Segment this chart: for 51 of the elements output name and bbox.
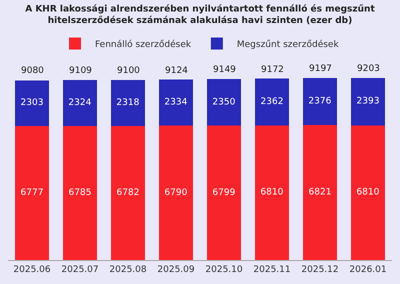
bar — [351, 125, 385, 260]
total-label: 9172 — [261, 65, 284, 75]
data-label: 2376 — [308, 96, 332, 107]
total-label: 9197 — [309, 64, 332, 74]
data-label: 6782 — [116, 188, 140, 198]
bar — [159, 126, 193, 260]
data-label: 6790 — [164, 188, 188, 198]
x-tick-label: 2026.01 — [349, 264, 387, 275]
data-label: 2350 — [212, 97, 236, 108]
x-tick-label: 2025.09 — [157, 264, 195, 275]
chart-title: A KHR lakossági alrendszerében nyilvántartott fennálló és megszűnt hitelszerződések számának alakulása havi szinten (ezer db) — [25, 3, 376, 26]
data-label: 6785 — [68, 188, 92, 198]
x-tick-label: 2025.12 — [301, 264, 339, 275]
bar — [255, 125, 289, 260]
x-tick-label: 2025.10 — [205, 264, 243, 275]
total-label: 9149 — [213, 65, 236, 75]
bar — [255, 78, 289, 126]
bar — [159, 80, 193, 126]
data-label: 6810 — [356, 188, 380, 198]
total-label: 9109 — [69, 66, 92, 76]
bar — [111, 126, 145, 260]
total-label: 9124 — [165, 66, 188, 76]
legend-label: Megszűnt szerződések — [236, 39, 340, 50]
total-label: 9080 — [21, 66, 44, 76]
legend-label: Fennálló szerződések — [95, 39, 192, 50]
bar — [15, 126, 49, 260]
data-label: 2324 — [68, 98, 92, 108]
x-tick-label: 2025.06 — [13, 264, 51, 275]
data-label: 2318 — [116, 98, 140, 108]
data-label: 6810 — [260, 188, 284, 198]
total-label: 9100 — [117, 66, 140, 76]
data-label: 2303 — [20, 98, 44, 108]
bar — [207, 79, 241, 126]
x-tick-label: 2025.11 — [253, 264, 291, 275]
data-label: 6777 — [20, 188, 44, 198]
bar — [111, 80, 145, 126]
total-label: 9203 — [357, 64, 380, 74]
x-tick-label: 2025.07 — [61, 264, 99, 275]
bar — [63, 126, 97, 260]
data-label: 6799 — [212, 188, 236, 198]
bar — [303, 78, 337, 126]
data-label: 2362 — [260, 96, 284, 107]
x-tick-label: 2025.08 — [109, 264, 147, 275]
bar — [351, 78, 385, 126]
data-label: 2334 — [164, 98, 188, 108]
bar — [15, 80, 49, 126]
bar — [207, 126, 241, 260]
bar — [63, 80, 97, 126]
data-label: 2393 — [356, 96, 380, 107]
bar — [303, 125, 337, 260]
data-label: 6821 — [308, 188, 332, 198]
